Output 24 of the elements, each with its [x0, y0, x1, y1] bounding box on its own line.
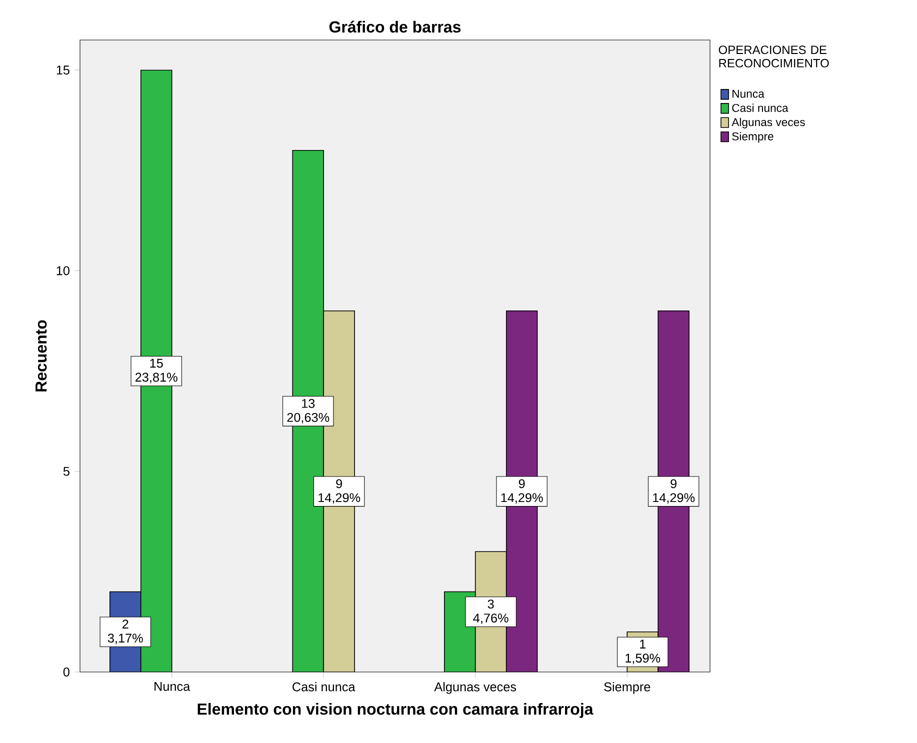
legend-title: OPERACIONES DE RECONOCIMIENTO	[718, 46, 829, 68]
y-tick-label: 10	[56, 266, 70, 276]
legend-label: Siempre	[732, 132, 774, 143]
y-tick-label: 15	[56, 66, 70, 75]
data-label: 15 23,81%	[135, 358, 178, 384]
legend-label: Nunca	[732, 90, 764, 98]
x-tick-label: Algunas veces	[434, 682, 516, 694]
data-label: 9 14,29%	[318, 479, 360, 504]
x-tick-label: Nunca	[154, 682, 190, 691]
x-axis-title: Elemento con vision nocturna con camara infrarroja	[198, 703, 594, 718]
x-tick-label: Siempre	[604, 682, 650, 694]
data-label: 3 4,76%	[473, 600, 508, 624]
x-tick-label: Casi nunca	[292, 682, 356, 692]
data-label: 9 14,29%	[501, 479, 543, 504]
data-label: 13 20,63%	[287, 398, 330, 424]
y-tick-label: 5	[63, 466, 70, 476]
chart-title: Gráfico de barras	[329, 20, 461, 33]
data-label: 2 3,17%	[108, 620, 143, 644]
y-axis-title: Recuento	[36, 320, 47, 392]
legend-label: Casi nunca	[732, 104, 788, 112]
data-label: 9 14,29%	[653, 479, 695, 504]
data-label: 1 1,59%	[626, 640, 660, 664]
y-tick-label: 0	[63, 668, 70, 676]
legend-label: Algunas veces	[732, 118, 805, 128]
